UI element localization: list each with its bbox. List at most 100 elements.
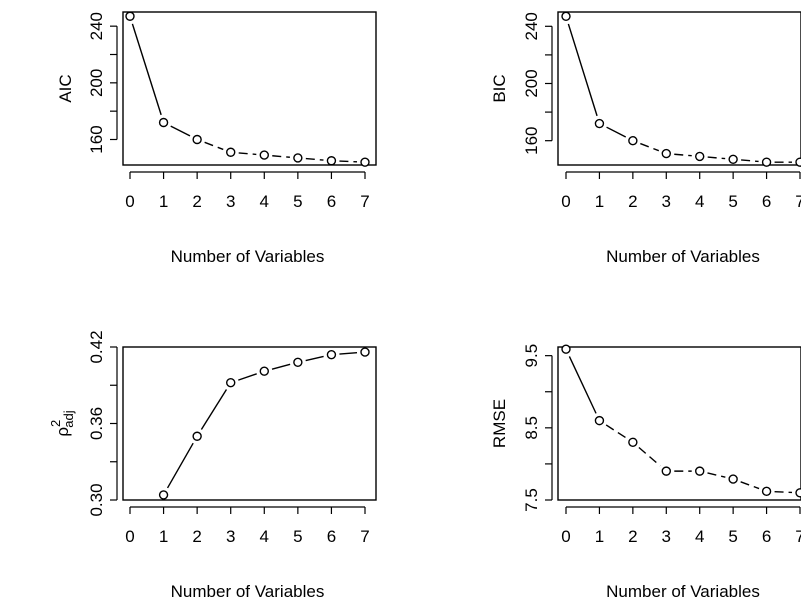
bic-data-point	[728, 154, 738, 164]
rmse-series-segment	[605, 424, 627, 439]
aic-series-segment	[238, 152, 257, 156]
rmse-series-segment	[638, 446, 661, 467]
rmse-series-segment	[740, 481, 760, 490]
aic-x-tick-label: 5	[293, 192, 302, 211]
rho-adj-y-tick-label: 0.36	[87, 407, 106, 440]
rho-adj-data-point	[226, 378, 236, 388]
rmse-data-point	[561, 344, 571, 354]
aic-series-segment	[170, 125, 191, 137]
bic-x-tick-label: 2	[628, 192, 637, 211]
rho-adj-data-point	[326, 349, 337, 360]
rmse-y-tick-label: 9.5	[522, 344, 541, 368]
rmse-data-point	[728, 474, 738, 484]
aic-series-segment	[339, 160, 358, 163]
bic-y-axis-title: BIC	[490, 74, 509, 102]
bic-y-tick-label: 240	[522, 12, 541, 40]
rmse-data-point	[695, 466, 705, 476]
rmse-series-segment	[774, 490, 793, 494]
rho-adj-series-segment	[271, 363, 291, 370]
bic-series-segment	[567, 23, 598, 117]
aic-plot-frame	[122, 11, 377, 166]
bic-data-point	[695, 151, 705, 162]
bic-data-point	[795, 157, 801, 167]
aic-data-point	[226, 147, 236, 157]
rmse-data-point	[594, 415, 605, 426]
rmse-y-axis-title: RMSE	[490, 399, 509, 448]
aic-x-tick-label: 4	[260, 192, 269, 211]
aic-data-point	[259, 150, 269, 160]
bic-series-segment	[606, 126, 627, 138]
rho-adj-series-segment	[339, 352, 358, 355]
aic-x-tick-label: 2	[192, 192, 201, 211]
aic-data-point	[158, 117, 169, 128]
bic-data-point	[661, 148, 671, 159]
rmse-x-tick-label: 4	[695, 527, 704, 546]
aic-x-tick-label: 3	[226, 192, 235, 211]
bic-data-point	[594, 118, 605, 129]
rho-adj-x-tick-label: 1	[159, 527, 168, 546]
rmse-x-tick-label: 1	[595, 527, 604, 546]
rmse-x-tick-label: 7	[795, 527, 801, 546]
rho-adj-x-tick-label: 5	[293, 527, 302, 546]
rmse-x-tick-label: 6	[762, 527, 771, 546]
rho-adj-y-tick-label: 0.30	[87, 483, 106, 516]
rho-adj-x-tick-label: 6	[327, 527, 336, 546]
aic-x-tick-label: 1	[159, 192, 168, 211]
bic-series-segment	[741, 159, 759, 163]
rho-adj-x-tick-label: 4	[260, 527, 269, 546]
rmse-data-point	[761, 486, 772, 497]
rmse-x-tick-label: 0	[561, 527, 570, 546]
rmse-series-segment	[568, 356, 597, 414]
bic-series-segment	[674, 153, 692, 157]
rho-adj-series-segment	[166, 442, 194, 489]
aic-x-tick-label: 0	[125, 192, 134, 211]
aic-series-segment	[204, 141, 224, 151]
bic-data-point	[561, 11, 571, 21]
bic-x-tick-label: 4	[695, 192, 704, 211]
rho-adj-series-segment	[200, 389, 228, 430]
aic-y-tick-label: 200	[87, 69, 106, 97]
aic-data-point	[125, 11, 135, 21]
rmse-plot-frame	[557, 346, 801, 501]
rmse-series-segment	[707, 472, 726, 478]
bic-y-tick-label: 200	[522, 69, 541, 97]
rmse-x-tick-label: 3	[662, 527, 671, 546]
rmse-data-point	[795, 488, 801, 498]
rho-adj-x-tick-label: 7	[360, 527, 369, 546]
aic-data-point	[360, 157, 370, 167]
bic-x-tick-label: 6	[762, 192, 771, 211]
rho-adj-data-point	[259, 366, 269, 376]
rmse-data-point	[628, 437, 638, 447]
bic-x-tick-label: 1	[595, 192, 604, 211]
bic-x-tick-label: 3	[662, 192, 671, 211]
rho-adj-x-axis-title: Number of Variables	[171, 582, 325, 601]
rho-adj-x-tick-label: 2	[192, 527, 201, 546]
rho-adj-panel: 0 1 2 3 4 5 6 7 0.30 0.36 0.42 ρ2adj Number of Varia…	[48, 330, 377, 601]
aic-data-point	[326, 156, 337, 166]
rmse-y-tick-label: 8.5	[522, 416, 541, 440]
rmse-data-point	[661, 466, 671, 476]
rho-adj-data-point	[293, 357, 303, 367]
rmse-x-tick-label: 5	[728, 527, 737, 546]
bic-series-segment	[640, 142, 660, 152]
bic-x-tick-label: 7	[795, 192, 801, 211]
rho-adj-plot-frame	[122, 346, 377, 501]
aic-y-axis-title: AIC	[56, 74, 75, 102]
aic-series-segment	[305, 157, 324, 161]
aic-panel: 0 1 2 3 4 5 6 7 160 200 240 AIC Number of Variables	[56, 11, 377, 266]
rho-adj-data-point	[158, 490, 169, 500]
rmse-panel: 0 1 2 3 4 5 6 7 7.5 8.5 9.5 RMSE Number of Variables	[490, 344, 801, 601]
rmse-x-tick-label: 2	[628, 527, 637, 546]
aic-x-tick-label: 7	[360, 192, 369, 211]
rho-adj-data-point	[360, 347, 370, 357]
bic-y-tick-label: 160	[522, 127, 541, 155]
bic-panel: 0 1 2 3 4 5 6 7 160 200 240 BIC Number of Variables	[490, 11, 801, 266]
rho-adj-series-segment	[305, 355, 324, 362]
rho-adj-data-point	[192, 431, 202, 441]
rmse-y-tick-label: 7.5	[522, 488, 541, 512]
bic-plot-frame	[557, 11, 801, 166]
aic-series-segment	[131, 23, 162, 116]
rho-adj-y-tick-label: 0.42	[87, 330, 106, 363]
